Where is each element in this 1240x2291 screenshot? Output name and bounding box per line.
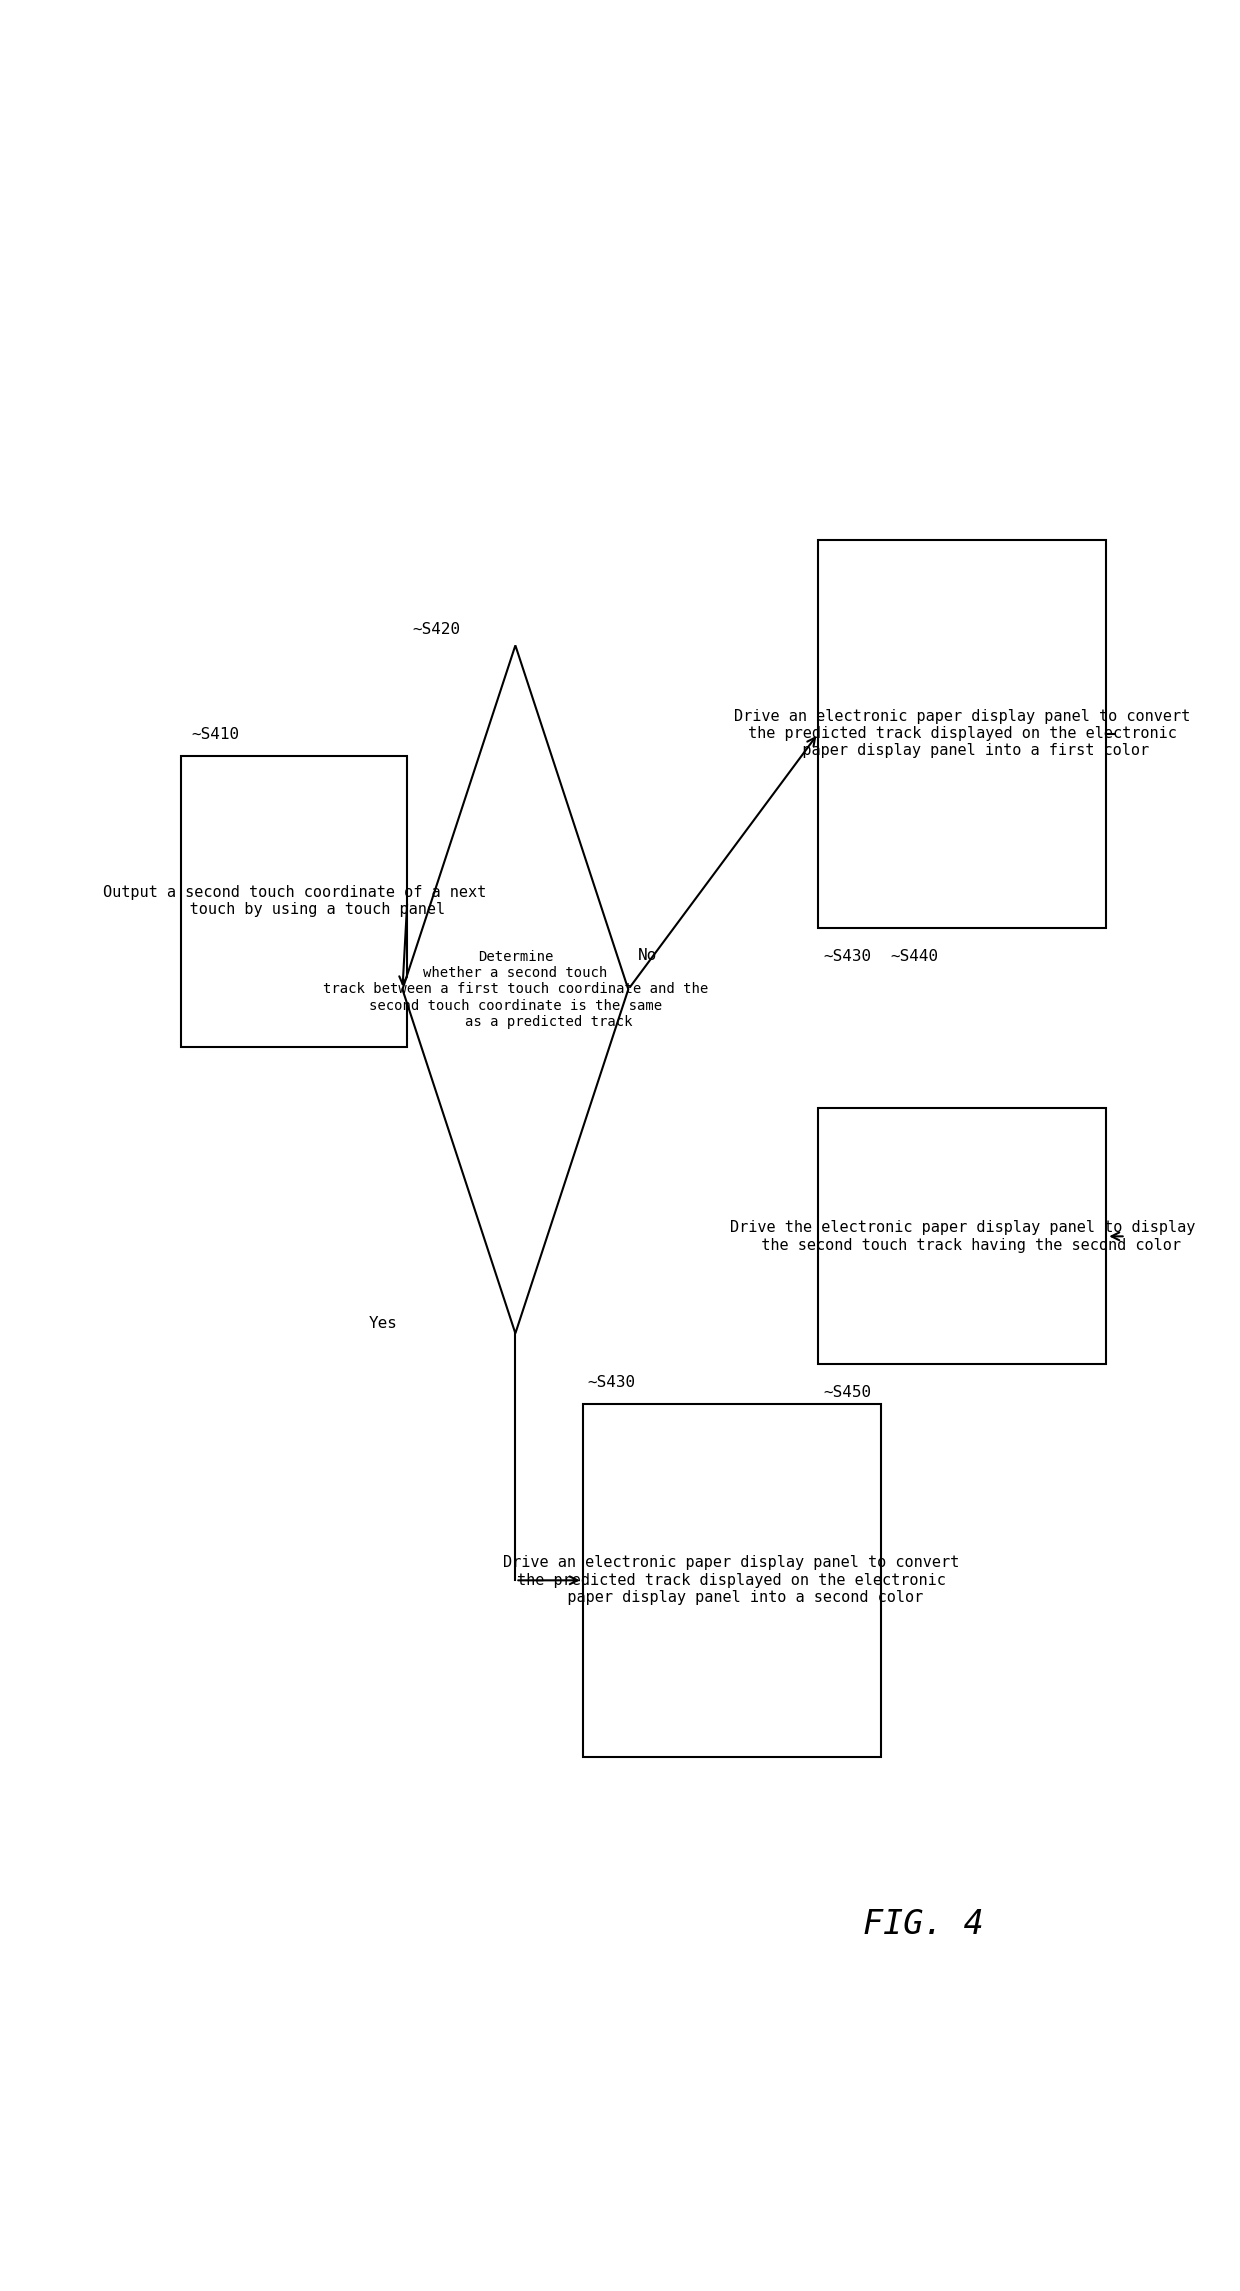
- Text: Drive an electronic paper display panel to convert
the predicted track displayed: Drive an electronic paper display panel …: [734, 708, 1190, 758]
- Text: FIG. 4: FIG. 4: [863, 1908, 985, 1940]
- Text: Drive an electronic paper display panel to convert
the predicted track displayed: Drive an electronic paper display panel …: [503, 1556, 960, 1606]
- FancyBboxPatch shape: [818, 1109, 1106, 1363]
- Text: ~S430: ~S430: [588, 1375, 636, 1391]
- Text: Determine
whether a second touch
track between a first touch coordinate and the
: Determine whether a second touch track b…: [322, 951, 708, 1029]
- FancyBboxPatch shape: [181, 756, 407, 1047]
- Text: ~S430: ~S430: [823, 948, 870, 965]
- Text: ~S410: ~S410: [191, 726, 239, 742]
- Text: No: No: [637, 948, 657, 962]
- Text: Drive the electronic paper display panel to display
  the second touch track hav: Drive the electronic paper display panel…: [729, 1221, 1195, 1253]
- FancyBboxPatch shape: [818, 541, 1106, 928]
- Text: ~S420: ~S420: [412, 621, 460, 637]
- Polygon shape: [403, 646, 629, 1333]
- Text: Output a second touch coordinate of a next
     touch by using a touch panel: Output a second touch coordinate of a ne…: [103, 884, 486, 916]
- Text: ~S440: ~S440: [890, 948, 939, 965]
- Text: ~S450: ~S450: [823, 1386, 870, 1400]
- FancyBboxPatch shape: [583, 1404, 880, 1757]
- Text: Yes: Yes: [368, 1315, 398, 1331]
